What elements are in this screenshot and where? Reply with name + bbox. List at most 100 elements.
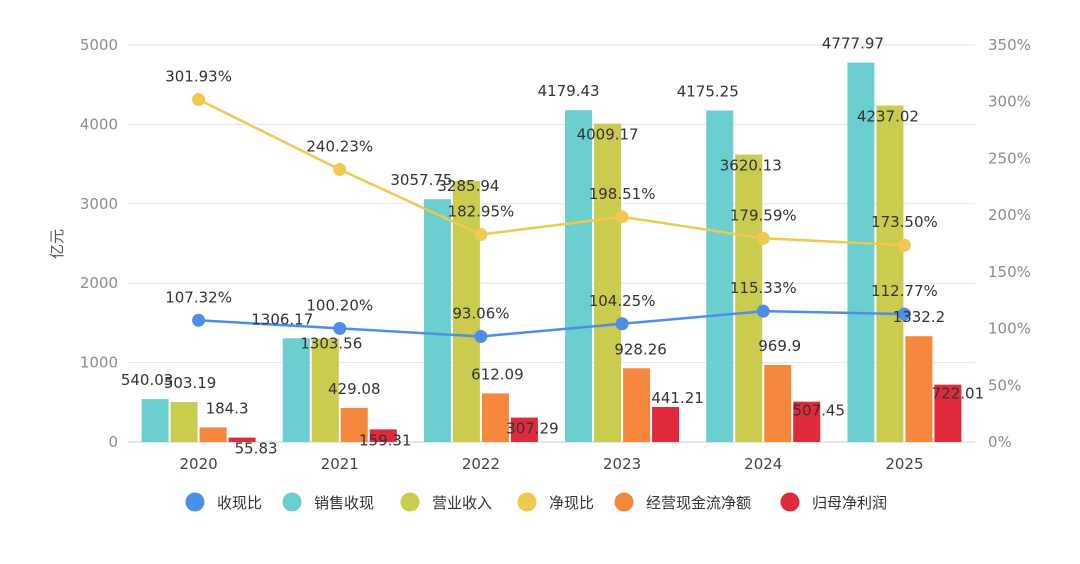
bar--2024[interactable] bbox=[764, 364, 792, 442]
y-tick-left: 0 bbox=[108, 433, 118, 451]
legend-marker bbox=[282, 492, 302, 512]
bar--2022[interactable] bbox=[481, 393, 509, 442]
line-label: 179.59% bbox=[730, 206, 797, 224]
bar--2021[interactable] bbox=[340, 407, 368, 442]
y-tick-right: 200% bbox=[988, 206, 1031, 224]
line-point[interactable] bbox=[615, 317, 629, 331]
legend-marker bbox=[517, 492, 537, 512]
line-label: 301.93% bbox=[165, 68, 232, 86]
y-tick-right: 150% bbox=[988, 263, 1031, 281]
line-point[interactable] bbox=[192, 313, 206, 327]
bar--2020[interactable] bbox=[199, 427, 227, 442]
y-tick-right: 100% bbox=[988, 320, 1031, 338]
bar--2024[interactable] bbox=[735, 154, 763, 442]
bar-label: 184.3 bbox=[206, 399, 249, 417]
x-tick-2024: 2024 bbox=[744, 455, 782, 473]
bar--2021[interactable] bbox=[369, 429, 397, 442]
bar-label: 1332.2 bbox=[893, 308, 946, 326]
bar-label: 441.21 bbox=[651, 389, 704, 407]
line-point[interactable] bbox=[615, 210, 629, 224]
legend[interactable]: 收现比 销售收现 营业收入 净现比 经营现金流净额 归母净利润 bbox=[185, 492, 888, 513]
bar--2024[interactable] bbox=[706, 110, 734, 442]
bar-label: 3057.75 bbox=[390, 171, 452, 189]
x-tick-2020: 2020 bbox=[179, 455, 217, 473]
legend-item[interactable]: 营业收入 bbox=[400, 492, 493, 513]
bar-label: 507.45 bbox=[793, 402, 846, 420]
bar--2022[interactable] bbox=[423, 199, 451, 442]
line-label: 100.20% bbox=[306, 296, 373, 314]
x-tick-2021: 2021 bbox=[321, 455, 359, 473]
y-tick-right: 350% bbox=[988, 36, 1031, 54]
line-label: 182.95% bbox=[448, 202, 515, 220]
bar--2023[interactable] bbox=[565, 110, 593, 442]
line-label: 104.25% bbox=[589, 292, 656, 310]
bar-label: 1306.17 bbox=[251, 310, 313, 328]
bar--2025[interactable] bbox=[905, 336, 933, 442]
bar-label: 4777.97 bbox=[822, 35, 884, 53]
legend-marker bbox=[780, 492, 800, 512]
bar-label: 3285.94 bbox=[437, 177, 499, 195]
bar--2021[interactable] bbox=[311, 338, 339, 442]
bar--2020[interactable] bbox=[228, 437, 256, 442]
bar--2024[interactable] bbox=[793, 401, 821, 442]
line-1 bbox=[198, 98, 905, 247]
bar-label: 928.26 bbox=[614, 340, 667, 358]
line-label: 198.51% bbox=[589, 185, 656, 203]
bar-label: 429.08 bbox=[328, 380, 381, 398]
line-point[interactable] bbox=[897, 238, 911, 252]
line-point[interactable] bbox=[333, 321, 347, 335]
line-label: 93.06% bbox=[452, 304, 509, 322]
legend-item[interactable]: 归母净利润 bbox=[780, 492, 888, 513]
bar--2025[interactable] bbox=[847, 62, 875, 442]
line-0 bbox=[198, 309, 905, 338]
bar--2020[interactable] bbox=[170, 402, 198, 442]
line-point[interactable] bbox=[474, 329, 488, 343]
line-point[interactable] bbox=[897, 307, 911, 321]
line-point[interactable] bbox=[474, 227, 488, 241]
bar-label: 3620.13 bbox=[720, 157, 782, 175]
line-point[interactable] bbox=[756, 304, 770, 318]
x-axis: 2020 2021 2022 2023 2024 2025 bbox=[179, 455, 923, 473]
legend-item[interactable]: 净现比 bbox=[517, 492, 595, 513]
bar-label: 1303.56 bbox=[300, 334, 362, 352]
legend-label: 净现比 bbox=[549, 494, 594, 512]
bar--2023[interactable] bbox=[652, 406, 680, 442]
bars bbox=[141, 62, 962, 442]
legend-label: 营业收入 bbox=[432, 494, 492, 512]
bar--2025[interactable] bbox=[876, 105, 904, 442]
bar-label: 4009.17 bbox=[577, 126, 639, 144]
legend-marker bbox=[614, 492, 634, 512]
line-label: 107.32% bbox=[165, 288, 232, 306]
legend-item[interactable]: 经营现金流净额 bbox=[614, 492, 752, 513]
y-tick-right: 250% bbox=[988, 149, 1031, 167]
line-point[interactable] bbox=[192, 93, 206, 107]
bar--2020[interactable] bbox=[141, 399, 169, 442]
x-tick-2022: 2022 bbox=[462, 455, 500, 473]
bar--2022[interactable] bbox=[510, 417, 538, 442]
bar-label: 969.9 bbox=[758, 337, 801, 355]
bar-label: 4179.43 bbox=[538, 82, 600, 100]
bar-labels: 540.03 1306.17 3057.75 4179.43 4175.25 4777.9… bbox=[121, 35, 984, 458]
legend-item[interactable]: 收现比 bbox=[185, 492, 263, 513]
lines: 107.32% 100.20% 93.06% 104.25% 115.33% 112.77… bbox=[165, 68, 938, 343]
line-point[interactable] bbox=[756, 231, 770, 245]
bar--2023[interactable] bbox=[623, 368, 651, 442]
x-tick-2025: 2025 bbox=[885, 455, 923, 473]
line-label: 240.23% bbox=[306, 138, 373, 156]
y-tick-left: 4000 bbox=[80, 115, 118, 133]
legend-marker bbox=[400, 492, 420, 512]
legend-label: 销售收现 bbox=[314, 494, 374, 512]
bar--2025[interactable] bbox=[934, 384, 962, 442]
legend-item[interactable]: 销售收现 bbox=[282, 492, 375, 513]
bar--2021[interactable] bbox=[282, 338, 310, 442]
legend-label: 经营现金流净额 bbox=[646, 494, 751, 512]
legend-label: 收现比 bbox=[217, 494, 262, 512]
bar--2023[interactable] bbox=[594, 123, 622, 442]
line-label: 112.77% bbox=[871, 282, 938, 300]
y-axis-left: 0 1000 2000 3000 4000 5000 bbox=[80, 36, 118, 451]
legend-label: 归母净利润 bbox=[812, 494, 887, 512]
line-label: 115.33% bbox=[730, 279, 797, 297]
bar-label: 612.09 bbox=[471, 365, 524, 383]
line-point[interactable] bbox=[333, 163, 347, 177]
